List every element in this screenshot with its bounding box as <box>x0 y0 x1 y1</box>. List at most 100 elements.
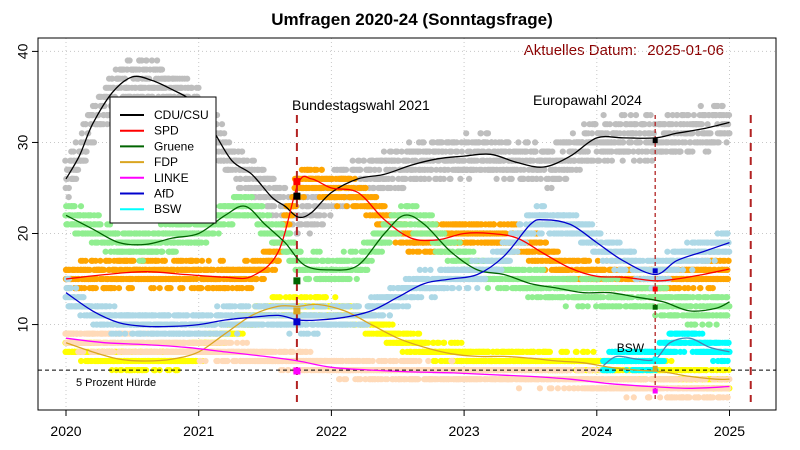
poll-point <box>266 212 273 219</box>
poll-point <box>715 139 722 146</box>
poll-point <box>726 130 733 137</box>
poll-point <box>461 157 468 164</box>
poll-point <box>205 257 212 264</box>
poll-point <box>713 321 720 328</box>
poll-point <box>428 166 435 173</box>
poll-point <box>237 184 244 192</box>
poll-point <box>604 130 611 137</box>
poll-point <box>138 57 145 64</box>
poll-point <box>114 230 121 237</box>
poll-point <box>221 130 228 137</box>
poll-point <box>228 221 235 228</box>
current-date-label: Aktuelles Datum: 2025-01-06 <box>524 42 724 59</box>
poll-point <box>412 157 419 164</box>
poll-point <box>402 175 409 182</box>
poll-point <box>458 148 465 155</box>
current-date-value: 2025-01-06 <box>647 42 724 59</box>
poll-point <box>266 184 273 192</box>
poll-point <box>226 139 233 146</box>
poll-point <box>441 230 448 237</box>
poll-point <box>128 285 135 292</box>
poll-point <box>596 157 603 164</box>
poll-point <box>394 148 401 155</box>
current-date-prefix: Aktuelles Datum: <box>524 42 637 59</box>
poll-point <box>457 175 464 182</box>
poll-point <box>632 112 640 119</box>
poll-point <box>126 57 133 64</box>
poll-point <box>685 112 692 119</box>
poll-point <box>70 148 77 155</box>
poll-point <box>366 166 374 173</box>
poll-point <box>353 275 360 283</box>
poll-point <box>559 148 566 155</box>
poll-point <box>636 139 644 146</box>
poll-point <box>690 285 697 292</box>
poll-point <box>82 121 89 128</box>
poll-point <box>275 257 282 264</box>
poll-point <box>554 248 561 255</box>
poll-point <box>286 230 293 237</box>
poll-point <box>386 239 393 246</box>
poll-point <box>340 248 347 255</box>
poll-point <box>719 102 726 110</box>
poll-point <box>370 184 377 192</box>
poll-point <box>376 166 383 173</box>
poll-point <box>219 257 226 264</box>
poll-point <box>139 257 146 264</box>
poll-point <box>447 175 454 182</box>
poll-point <box>83 148 90 155</box>
poll-point <box>179 285 186 292</box>
poll-point <box>445 166 452 173</box>
poll-point <box>608 157 616 164</box>
poll-point <box>360 157 368 164</box>
poll-point <box>425 175 433 182</box>
poll-point <box>724 275 732 283</box>
poll-point <box>62 157 69 164</box>
poll-point <box>704 121 711 128</box>
poll-point <box>588 130 596 137</box>
poll-point <box>90 139 98 146</box>
poll-point <box>260 275 267 283</box>
poll-point <box>362 184 369 192</box>
poll-point <box>707 130 714 137</box>
poll-point <box>158 66 166 73</box>
poll-point <box>167 285 174 292</box>
poll-point <box>416 248 423 255</box>
poll-point <box>73 175 80 182</box>
poll-point <box>600 112 607 119</box>
poll-point <box>562 303 569 310</box>
poll-point <box>406 139 413 146</box>
poll-point <box>606 121 614 128</box>
poll-point <box>92 102 99 110</box>
poll-point <box>82 257 89 264</box>
poll-point <box>524 139 531 146</box>
poll-point <box>305 275 313 283</box>
poll-point <box>75 166 82 173</box>
poll-point <box>725 112 733 119</box>
poll-point <box>692 321 699 328</box>
poll-point <box>621 112 628 119</box>
poll-point <box>484 285 491 292</box>
poll-point <box>316 248 323 255</box>
poll-point <box>215 230 222 237</box>
poll-point <box>549 148 556 155</box>
poll-point <box>515 139 522 146</box>
poll-point <box>572 275 579 283</box>
poll-point <box>195 84 202 91</box>
poll-point <box>327 212 334 219</box>
poll-point <box>270 203 278 210</box>
poll-point <box>218 121 226 128</box>
poll-point <box>542 239 549 246</box>
poll-point <box>343 203 350 210</box>
poll-point <box>78 130 85 137</box>
poll-point <box>82 157 89 164</box>
poll-point <box>532 139 539 146</box>
poll-point <box>260 166 267 173</box>
poll-point <box>72 139 79 146</box>
poll-point <box>77 203 85 210</box>
poll-point <box>698 121 706 128</box>
poll-point <box>484 130 492 137</box>
poll-point <box>92 285 99 292</box>
poll-point <box>463 130 470 137</box>
poll-point <box>723 139 730 146</box>
